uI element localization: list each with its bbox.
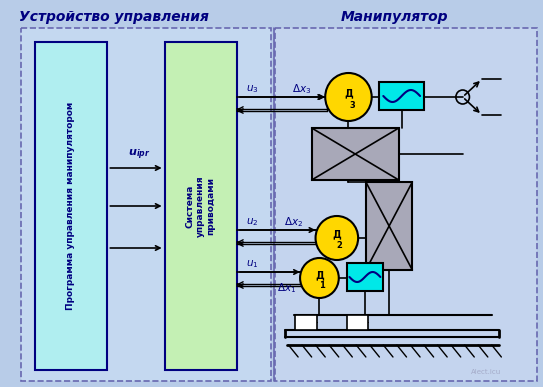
Text: $\Delta x_3$: $\Delta x_3$	[292, 82, 312, 96]
Text: Манипулятор: Манипулятор	[341, 10, 449, 24]
Text: Программа управления манипулятором: Программа управления манипулятором	[66, 102, 75, 310]
Text: Устройство управления: Устройство управления	[20, 10, 209, 24]
Text: 1: 1	[319, 281, 325, 291]
Circle shape	[325, 73, 372, 121]
Bar	[346, 315, 368, 330]
Text: $u_2$: $u_2$	[247, 216, 259, 228]
Text: 2: 2	[337, 241, 343, 250]
Text: AIect.icu: AIect.icu	[471, 369, 501, 375]
Text: Д: Д	[332, 229, 341, 239]
Text: $\Delta x_1$: $\Delta x_1$	[277, 281, 296, 295]
Text: Д: Д	[315, 270, 324, 280]
Text: 3: 3	[350, 101, 355, 111]
Text: $u_1$: $u_1$	[247, 258, 259, 270]
Text: Система
управления
приводами: Система управления приводами	[186, 175, 215, 237]
Circle shape	[315, 216, 358, 260]
Circle shape	[300, 258, 339, 298]
Text: $\Delta x_2$: $\Delta x_2$	[284, 215, 303, 229]
Bar	[366, 182, 412, 270]
Text: Д: Д	[344, 88, 353, 98]
Text: $u_3$: $u_3$	[247, 83, 259, 95]
Bar	[312, 128, 399, 180]
Bar	[275, 28, 537, 381]
Text: $\bfit{u}$$_{\bfit{ipr}}$: $\bfit{u}$$_{\bfit{ipr}}$	[128, 148, 150, 162]
Bar	[165, 42, 237, 370]
Bar	[35, 42, 108, 370]
Bar	[21, 28, 271, 381]
Bar	[380, 82, 424, 110]
Bar	[295, 315, 317, 330]
Bar	[346, 263, 383, 291]
